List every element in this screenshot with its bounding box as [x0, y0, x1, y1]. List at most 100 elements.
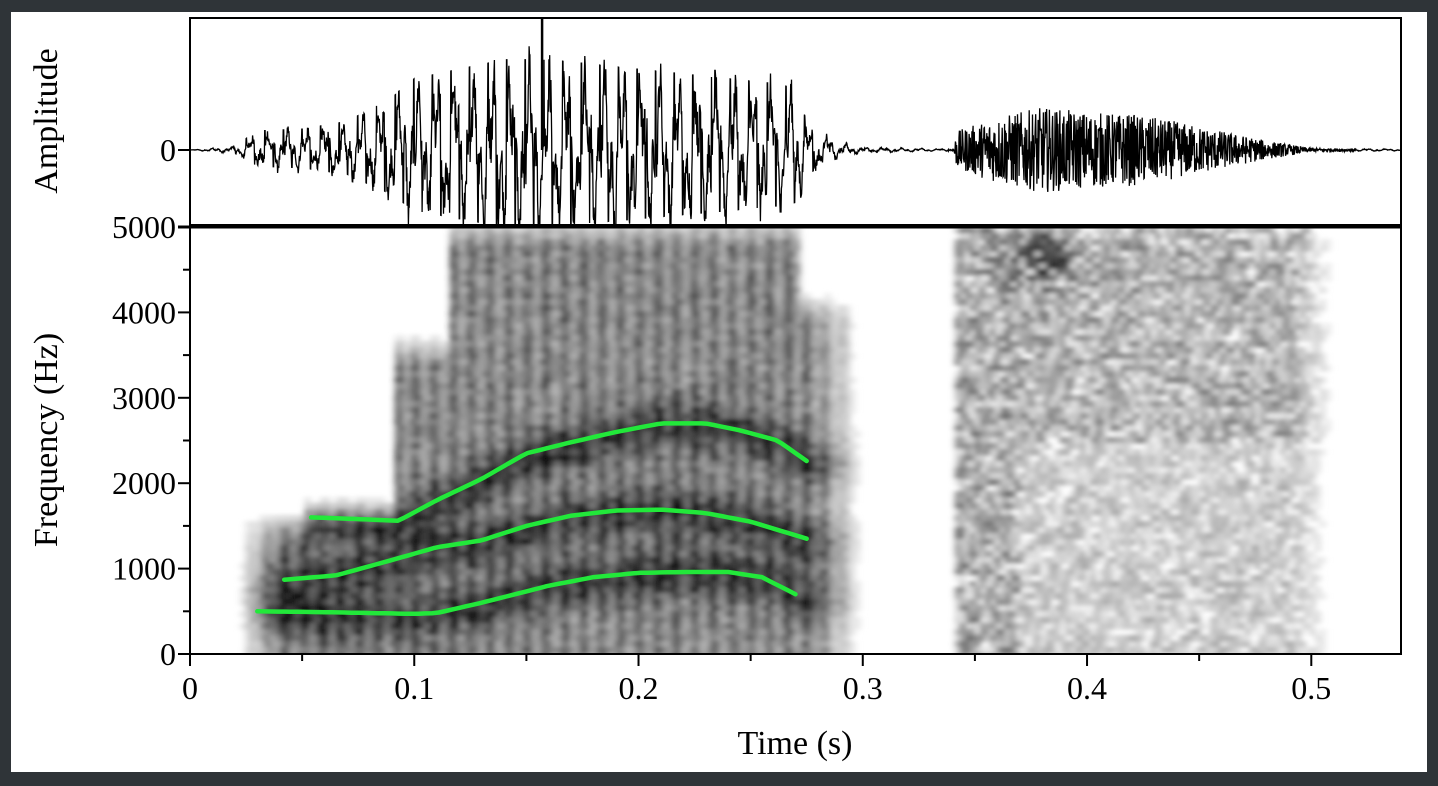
spectrogram-cell — [470, 575, 476, 582]
spectrogram-cell — [545, 245, 551, 252]
spectrogram-cell — [695, 479, 701, 486]
spectrogram-cell — [615, 515, 621, 522]
spectrogram-cell — [475, 461, 481, 468]
spectrogram-cell — [625, 299, 631, 306]
spectrogram-cell — [625, 251, 631, 258]
spectrogram-cell — [580, 473, 586, 480]
spectrogram-cell — [700, 275, 706, 282]
spectrogram-cell — [550, 281, 556, 288]
spectrogram-cell — [560, 521, 566, 528]
spectrogram-cell — [340, 527, 346, 534]
spectrogram-cell — [425, 587, 431, 594]
spectrogram-cell — [575, 521, 581, 528]
spectrogram-cell — [520, 239, 526, 246]
spectrogram-cell — [550, 347, 556, 354]
spectrogram-cell — [435, 365, 441, 372]
spectrogram-cell — [630, 413, 636, 420]
spectrogram-cell — [615, 251, 621, 258]
spectrogram-cell — [495, 377, 501, 384]
spectrogram-cell — [650, 245, 656, 252]
spectrogram-cell — [700, 401, 706, 408]
spectrogram-cell — [420, 353, 426, 360]
spectrogram-cell — [530, 467, 536, 474]
spectrogram-cell — [460, 305, 466, 312]
spectrogram-cell — [395, 467, 401, 474]
spectrogram-cell — [675, 605, 681, 612]
spectrogram-cell — [670, 281, 676, 288]
spectrogram-cell — [515, 413, 521, 420]
spectrogram-cell — [665, 437, 671, 444]
spectrogram-cell — [300, 605, 306, 612]
spectrogram-cell — [695, 587, 701, 594]
spectrogram-cell — [560, 419, 566, 426]
spectrogram-cell — [495, 329, 501, 336]
spectrogram-cell — [650, 383, 656, 390]
spectrogram-cell — [655, 593, 661, 600]
spectrogram-cell — [605, 497, 611, 504]
spectrogram-cell — [680, 383, 686, 390]
spectrogram-cell — [545, 635, 551, 642]
spectrogram-cell — [620, 563, 626, 570]
spectrogram-cell — [420, 473, 426, 480]
spectrogram-cell — [620, 539, 626, 546]
spectrogram-cell — [565, 413, 571, 420]
spectrogram-cell — [470, 497, 476, 504]
spectrogram-cell — [625, 353, 631, 360]
spectrogram-cell — [585, 293, 591, 300]
spectrogram-cell — [665, 383, 671, 390]
spectrogram-cell — [620, 575, 626, 582]
spectrogram-cell — [460, 611, 466, 618]
spectrogram-cell — [280, 617, 286, 624]
spectrogram-cell — [430, 563, 436, 570]
spectrogram-cell — [550, 365, 556, 372]
spectrogram-cell — [275, 605, 281, 612]
spectrogram-cell — [440, 455, 446, 462]
spectrogram-cell — [345, 599, 351, 606]
spectrogram-cell — [665, 587, 671, 594]
spectrogram-cell — [405, 401, 411, 408]
spectrogram-cell — [520, 329, 526, 336]
spectrogram-cell — [305, 533, 311, 540]
spectrogram-cell — [470, 359, 476, 366]
spectrogram-cell — [320, 605, 326, 612]
spectrogram-cell — [325, 569, 331, 576]
spectrogram-cell — [625, 635, 631, 642]
spectrogram-cell — [595, 323, 601, 330]
spectrogram-cell — [435, 647, 441, 654]
spectrogram-cell — [410, 461, 416, 468]
spectrogram-cell — [625, 293, 631, 300]
spectrogram-cell — [570, 239, 576, 246]
spectrogram-cell — [480, 461, 486, 468]
spectrogram-cell — [460, 425, 466, 432]
spectrogram-cell — [670, 563, 676, 570]
spectrogram-cell — [540, 515, 546, 522]
spectrogram-cell — [540, 539, 546, 546]
spectrogram-cell — [670, 521, 676, 528]
spectrogram-cell — [600, 257, 606, 264]
spectrogram-cell — [335, 551, 341, 558]
spectrogram-cell — [520, 377, 526, 384]
spectrogram-cell — [575, 611, 581, 618]
spectrogram-cell — [480, 305, 486, 312]
spectrogram-cell — [685, 599, 691, 606]
spectrogram-cell — [480, 317, 486, 324]
spectrogram-cell — [535, 389, 541, 396]
spectrogram-cell — [685, 233, 691, 240]
spectrogram-cell — [410, 407, 416, 414]
spectrogram-cell — [675, 341, 681, 348]
spectrogram-cell — [275, 587, 281, 594]
spectrogram-cell — [590, 371, 596, 378]
spectrogram-cell — [560, 635, 566, 642]
spectrogram-cell — [425, 569, 431, 576]
spectrogram-cell — [505, 281, 511, 288]
spectrogram-cell — [395, 491, 401, 498]
spectrogram-cell — [335, 605, 341, 612]
spectrogram-cell — [610, 359, 616, 366]
spectrogram-cell — [510, 497, 516, 504]
spectrogram-cell — [530, 245, 536, 252]
spectrogram-cell — [650, 311, 656, 318]
spectrogram-cell — [605, 473, 611, 480]
spectrogram-cell — [410, 473, 416, 480]
spectrogram-cell — [650, 317, 656, 324]
spectrogram-cell — [430, 551, 436, 558]
